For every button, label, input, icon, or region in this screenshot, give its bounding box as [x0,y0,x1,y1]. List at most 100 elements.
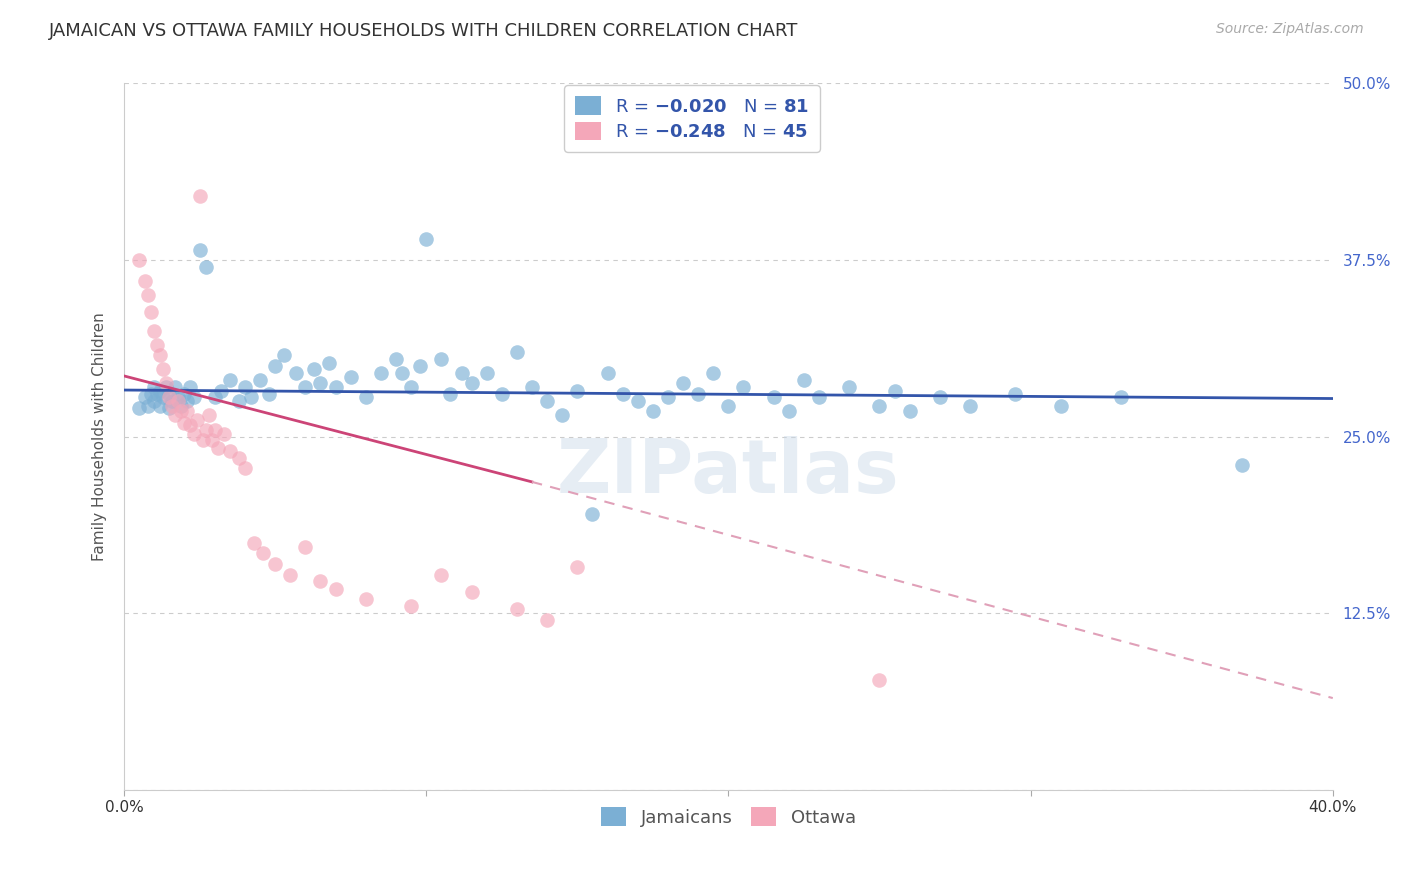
Point [146,338,169,352]
Point [536,394,558,409]
Y-axis label: Family Households with Children: Family Households with Children [93,312,107,561]
Point [243,535,266,549]
Point [838,380,860,394]
Point [134,390,156,404]
Text: JAMAICAN VS OTTAWA FAMILY HOUSEHOLDS WITH CHILDREN CORRELATION CHART: JAMAICAN VS OTTAWA FAMILY HOUSEHOLDS WIT… [49,22,799,40]
Point [702,366,724,380]
Point [385,351,408,366]
Point [309,376,332,390]
Point [201,433,224,447]
Point [188,243,211,257]
Point [318,356,340,370]
Point [733,380,755,394]
Point [354,592,377,607]
Point [451,366,474,380]
Point [155,376,177,390]
Text: ZIPatlas: ZIPatlas [557,435,900,508]
Point [883,384,905,399]
Point [672,376,695,390]
Point [1049,399,1071,413]
Point [157,401,180,416]
Legend: Jamaicans, Ottawa: Jamaicans, Ottawa [593,800,863,834]
Point [183,390,205,404]
Point [252,545,274,559]
Text: Source: ZipAtlas.com: Source: ZipAtlas.com [1216,22,1364,37]
Point [149,384,172,399]
Point [136,288,159,302]
Point [165,409,187,423]
Point [391,366,413,380]
Point [285,366,308,380]
Point [869,673,891,687]
Point [179,380,201,394]
Point [173,416,195,430]
Point [475,366,498,380]
Point [1109,390,1132,404]
Point [278,568,301,582]
Point [152,390,174,404]
Point [612,387,634,401]
Point [929,390,952,404]
Point [176,394,198,409]
Point [249,373,271,387]
Point [136,399,159,413]
Point [520,380,543,394]
Point [325,582,347,597]
Point [778,404,800,418]
Point [146,387,169,401]
Point [808,390,831,404]
Point [149,399,172,413]
Point [370,366,392,380]
Point [641,404,664,418]
Point [188,189,211,203]
Point [176,404,198,418]
Point [339,370,361,384]
Point [717,399,740,413]
Point [793,373,815,387]
Point [239,390,262,404]
Point [264,557,287,571]
Point [325,380,347,394]
Point [581,508,603,522]
Point [204,423,226,437]
Point [218,443,240,458]
Point [304,362,326,376]
Point [257,387,280,401]
Point [143,324,166,338]
Point [567,559,589,574]
Point [183,426,205,441]
Point [309,574,332,588]
Point [536,613,558,627]
Point [170,404,193,418]
Point [567,384,589,399]
Point [551,409,574,423]
Point [212,426,235,441]
Point [959,399,981,413]
Point [415,232,437,246]
Point [273,348,295,362]
Point [228,450,250,465]
Point [898,404,921,418]
Point [141,305,163,319]
Point [152,362,174,376]
Point [399,599,422,614]
Point [128,401,150,416]
Point [869,399,891,413]
Point [167,390,190,404]
Point [409,359,432,373]
Point [1230,458,1253,472]
Point [173,387,195,401]
Point [218,373,240,387]
Point [491,387,513,401]
Point [155,380,177,394]
Point [179,418,201,433]
Point [233,380,256,394]
Point [430,568,453,582]
Point [157,390,180,404]
Point [399,380,422,394]
Point [1004,387,1026,401]
Point [354,390,377,404]
Point [460,376,482,390]
Point [657,390,679,404]
Point [688,387,710,401]
